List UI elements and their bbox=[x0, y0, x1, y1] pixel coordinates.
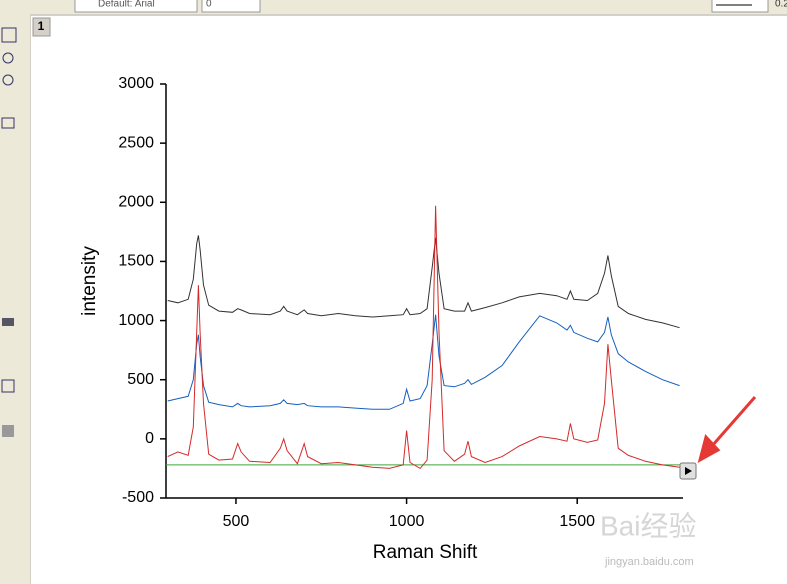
tool-icons bbox=[1, 27, 17, 437]
x-tick-label: 1000 bbox=[389, 513, 425, 530]
size-box-text: 0 bbox=[206, 0, 212, 10]
size-box[interactable] bbox=[201, 0, 261, 13]
x-tick-label: 500 bbox=[223, 513, 250, 530]
font-box-text: Default: Arial bbox=[98, 0, 155, 10]
spectrum-line bbox=[167, 314, 680, 410]
y-tick-label: 500 bbox=[127, 371, 154, 388]
y-tick-label: 3000 bbox=[118, 75, 154, 92]
tool-icon[interactable] bbox=[2, 318, 14, 326]
y-tick-label: -500 bbox=[122, 489, 154, 506]
line-width-text: 0.2 bbox=[775, 0, 787, 10]
graph-page bbox=[31, 16, 787, 584]
line-box[interactable] bbox=[711, 0, 769, 13]
tool-icon[interactable] bbox=[1, 27, 17, 43]
watermark: Bai经验 bbox=[600, 510, 696, 541]
layer-tab-label: 1 bbox=[38, 19, 45, 33]
y-tick-label: 2500 bbox=[118, 134, 154, 151]
x-axis-label: Raman Shift bbox=[373, 542, 478, 563]
tool-icon[interactable] bbox=[2, 74, 14, 86]
font-box[interactable] bbox=[74, 0, 198, 13]
y-tick-label: 1500 bbox=[118, 253, 154, 270]
side-toolbar bbox=[0, 14, 30, 584]
tool-icon[interactable] bbox=[2, 52, 14, 64]
y-axis-label: intensity bbox=[79, 246, 100, 316]
spectrum-line bbox=[167, 205, 680, 470]
y-tick-label: 0 bbox=[145, 430, 154, 447]
expand-icon bbox=[685, 467, 692, 475]
tool-icon[interactable] bbox=[1, 379, 15, 393]
layer-tab[interactable] bbox=[32, 17, 51, 37]
watermark-url: jingyan.baidu.com bbox=[604, 556, 694, 568]
spectrum-line bbox=[167, 235, 680, 329]
tool-icon[interactable] bbox=[2, 425, 14, 437]
y-tick-label: 2000 bbox=[118, 194, 154, 211]
tool-icon[interactable] bbox=[1, 117, 15, 129]
x-tick-label: 1500 bbox=[559, 513, 595, 530]
y-tick-label: 1000 bbox=[118, 312, 154, 329]
annotation-arrow bbox=[697, 396, 757, 464]
plot: -500 0 500 1000 1500 2000 2500 3000 500 1000 1500 bbox=[118, 75, 683, 530]
